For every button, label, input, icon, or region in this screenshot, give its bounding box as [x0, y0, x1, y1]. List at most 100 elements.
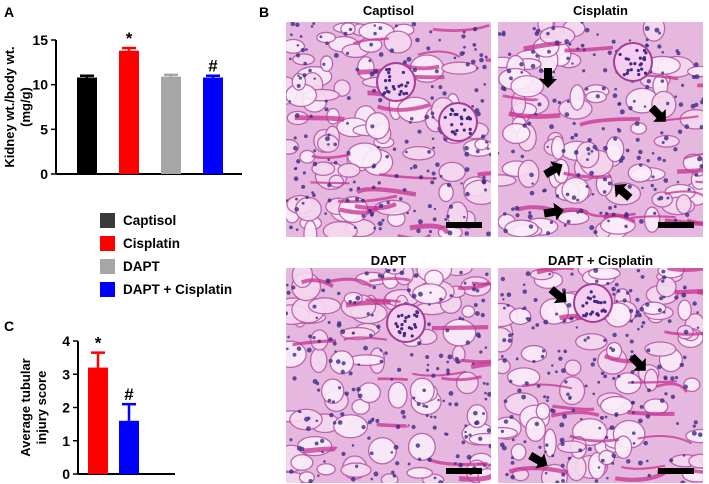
nucleus: [482, 64, 487, 70]
nucleus: [662, 310, 666, 314]
nucleus: [479, 53, 484, 57]
tubule: [307, 297, 342, 315]
tissue-strand: [585, 211, 636, 218]
nucleus: [361, 198, 365, 203]
nucleus: [538, 445, 542, 449]
nucleus: [485, 140, 488, 144]
nucleus: [559, 422, 565, 428]
nucleus: [370, 418, 375, 423]
glomerulus-nucleus: [636, 68, 641, 73]
nucleus: [549, 124, 554, 130]
nucleus: [690, 103, 696, 109]
nucleus: [529, 190, 535, 196]
nucleus: [346, 150, 351, 155]
y-tick-label: 15: [32, 32, 48, 48]
nucleus: [321, 288, 325, 293]
nucleus: [472, 283, 476, 287]
glomerulus-nucleus: [625, 71, 629, 76]
nucleus: [593, 230, 598, 235]
nucleus: [305, 48, 308, 51]
tubule: [320, 378, 345, 405]
nucleus: [570, 272, 574, 276]
nucleus: [584, 27, 590, 33]
nucleus: [614, 87, 618, 91]
nucleus: [500, 292, 504, 297]
glomerulus-nucleus: [413, 313, 417, 317]
nucleus: [373, 68, 379, 74]
nucleus: [392, 474, 397, 478]
nucleus: [673, 147, 678, 152]
legend-swatch-dapt-cisplatin: [100, 281, 115, 297]
nucleus: [433, 415, 437, 419]
y-axis-title: (mg/g): [18, 87, 33, 127]
nucleus: [411, 22, 417, 27]
nucleus: [583, 338, 587, 342]
nucleus: [566, 302, 572, 308]
nucleus: [413, 273, 419, 278]
nucleus: [402, 60, 407, 65]
nucleus: [484, 346, 488, 350]
nucleus: [297, 74, 300, 78]
tissue-image-cisplatin: [498, 22, 703, 237]
tissue-strand: [431, 325, 489, 331]
nucleus: [458, 462, 463, 468]
nucleus: [432, 146, 435, 150]
nucleus: [590, 149, 594, 153]
y-axis-title: Average tubular: [18, 358, 33, 457]
glomerulus-nucleus: [586, 296, 590, 300]
nucleus: [699, 125, 703, 130]
tubule: [561, 176, 590, 204]
nucleus: [478, 436, 483, 441]
nucleus: [474, 108, 480, 114]
tubule: [644, 341, 677, 357]
nucleus: [422, 404, 426, 408]
nucleus: [357, 393, 363, 399]
nucleus: [418, 175, 424, 180]
nucleus: [682, 355, 687, 360]
nucleus: [657, 197, 661, 201]
y-tick-label: 5: [40, 121, 48, 137]
nucleus: [371, 185, 376, 190]
nucleus: [528, 224, 534, 229]
glomerulus-nucleus: [452, 130, 456, 134]
tissue-strand: [458, 280, 491, 291]
nucleus: [575, 326, 579, 329]
glomerulus-nucleus: [635, 48, 639, 53]
nucleus: [674, 295, 679, 300]
nucleus: [657, 44, 662, 49]
bar-1: [119, 50, 139, 174]
nucleus: [412, 396, 416, 400]
nucleus: [482, 180, 487, 185]
nucleus: [531, 49, 535, 54]
nucleus: [678, 102, 684, 107]
nucleus: [461, 440, 466, 445]
glomerulus-nucleus: [401, 70, 405, 75]
tubule: [474, 138, 489, 151]
tissue-image-captisol: [286, 22, 491, 237]
nucleus: [367, 436, 371, 440]
tubule: [510, 75, 545, 98]
tubule: [520, 344, 548, 363]
nucleus: [472, 26, 478, 32]
tubule: [438, 182, 454, 203]
nucleus: [289, 57, 292, 61]
tubule: [683, 377, 701, 393]
nucleus: [652, 211, 657, 215]
nucleus: [527, 121, 532, 126]
nucleus: [597, 380, 601, 384]
nucleus: [486, 428, 491, 433]
nucleus: [286, 311, 289, 316]
nucleus: [520, 154, 525, 159]
nucleus: [427, 322, 431, 327]
nucleus: [417, 129, 422, 134]
nucleus: [670, 394, 676, 399]
nucleus: [645, 85, 650, 90]
nucleus: [563, 223, 567, 227]
nucleus: [604, 415, 608, 419]
nucleus: [484, 391, 487, 395]
glomerulus-nucleus: [463, 108, 467, 112]
tissue-strand: [345, 299, 391, 308]
tubular-injury-chart: 0 1 2 3 4 Average tubular injury score * #: [18, 333, 175, 482]
tubule: [357, 382, 381, 404]
nucleus: [629, 288, 633, 293]
